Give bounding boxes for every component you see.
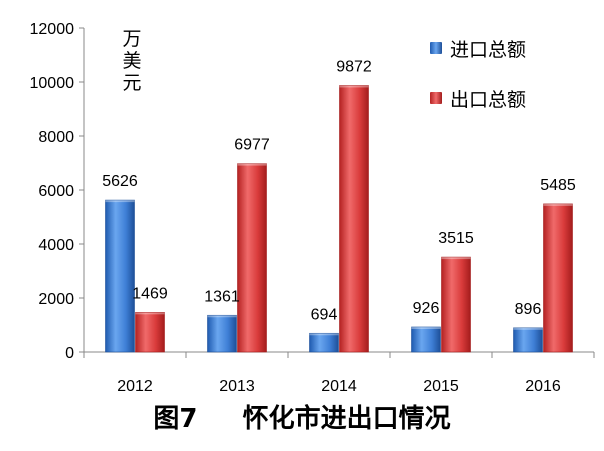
bar-import-2015	[411, 326, 441, 353]
bar-import-2013	[207, 314, 237, 353]
data-label-export-2013: 6977	[234, 137, 270, 154]
bar-top-highlight	[339, 85, 369, 88]
data-labels: 5626 1361 694 926 896 1469 6977 9872 3515 5485	[102, 58, 576, 323]
bar-top-highlight	[411, 326, 441, 329]
y-tick-label: 6000	[38, 183, 74, 200]
legend-swatch-export	[430, 92, 442, 104]
data-label-export-2016: 5485	[540, 177, 576, 194]
x-tick-label: 2012	[117, 378, 153, 395]
bar-import-2014	[309, 332, 339, 353]
x-tick-label: 2015	[423, 378, 459, 395]
data-label-import-2016: 896	[515, 301, 542, 318]
legend-swatch-import	[430, 42, 442, 54]
bar-top-highlight	[135, 312, 165, 315]
bar-import-2012	[105, 199, 135, 353]
bars	[105, 85, 573, 353]
bar-top-highlight	[309, 333, 339, 336]
data-label-import-2015: 926	[413, 300, 440, 317]
data-label-export-2014: 9872	[336, 58, 372, 75]
data-label-import-2012: 5626	[102, 173, 138, 190]
bar-top-highlight	[105, 200, 135, 203]
bar-import-2016	[513, 327, 543, 353]
y-tick-label: 12000	[30, 21, 75, 38]
bar-top-highlight	[543, 203, 573, 206]
bar-export-2014	[339, 85, 369, 353]
x-tick-label: 2016	[525, 378, 561, 395]
bar-export-2013	[237, 163, 267, 353]
legend-label-import: 进口总额	[450, 38, 527, 61]
legend-item-import: 进口总额	[430, 36, 527, 61]
data-label-import-2014: 694	[311, 306, 338, 323]
legend-label-export: 出口总额	[450, 88, 527, 111]
figure-caption: 图7 怀化市进出口情况	[153, 404, 451, 434]
data-label-export-2015: 3515	[438, 230, 474, 247]
y-tick-label: 2000	[38, 291, 74, 308]
y-tick-label: 4000	[38, 237, 74, 254]
x-tick-label: 2014	[321, 378, 357, 395]
data-label-export-2012: 1469	[132, 285, 168, 302]
axes: 0 2000 4000 6000 8000 10000 12000 2012 2013 2014 2…	[30, 21, 595, 395]
unit-label: 万美元	[122, 28, 142, 94]
bar-export-2016	[543, 203, 573, 353]
bar-export-2015	[441, 256, 471, 353]
data-label-import-2013: 1361	[204, 288, 240, 305]
y-tick-label: 10000	[30, 75, 75, 92]
bar-top-highlight	[207, 315, 237, 318]
legend: 进口总额 出口总额	[430, 36, 526, 136]
bar-top-highlight	[237, 163, 267, 166]
legend-item-export: 出口总额	[430, 86, 527, 111]
bar-top-highlight	[513, 327, 543, 330]
bar-top-highlight	[441, 257, 471, 260]
y-tick-label: 8000	[38, 129, 74, 146]
y-tick-label: 0	[65, 345, 74, 362]
x-tick-label: 2013	[219, 378, 255, 395]
bar-export-2012	[135, 312, 165, 353]
